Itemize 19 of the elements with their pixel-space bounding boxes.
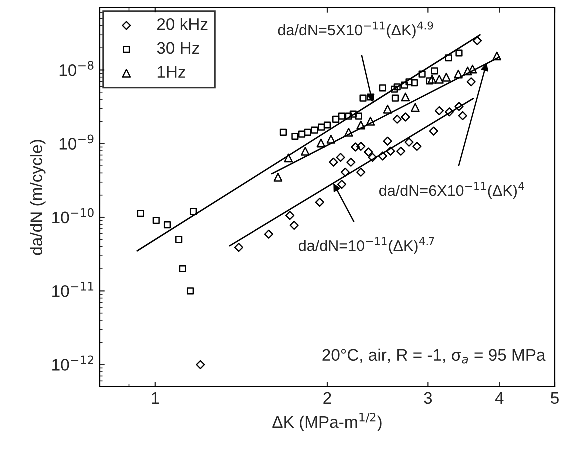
annotation: 20°C, air, R = -1, σ$_{a}$ = 95 MPa [322, 348, 546, 364]
annotation: da/dN=6X10$^{−11}$(ΔK)$^{4}$ [380, 182, 524, 200]
x-axis-title: ΔK (MPa-m$^{1/2}$) [272, 412, 382, 432]
legend-label: 30 Hz [157, 42, 200, 54]
y-axis-title: da/dN (m/cycle) [30, 140, 46, 256]
x-tick-label: 2 [324, 392, 332, 404]
x-tick-label: 5 [551, 392, 559, 404]
annotation: da/dN=5X10$^{−11}$(ΔK)$^{4.9}$ [278, 22, 434, 39]
x-tick-label: 3 [424, 392, 432, 404]
x-tick-label: 4 [495, 392, 504, 404]
y-tick-label: 10$^{−8}$ [60, 61, 94, 76]
y-tick-label: 10$^{−10}$ [52, 208, 94, 224]
x-tick-label: 1 [152, 392, 160, 404]
y-tick-label: 10$^{−9}$ [60, 134, 94, 150]
legend-label: 20 kHz [158, 18, 208, 30]
annotation: da/dN=10$^{−11}$(ΔK)$^{4.7}$ [299, 238, 434, 254]
y-tick-label: 10$^{−12}$ [52, 356, 94, 371]
y-tick-label: 10$^{−11}$ [52, 282, 94, 298]
legend-label: 1Hz [158, 66, 186, 78]
